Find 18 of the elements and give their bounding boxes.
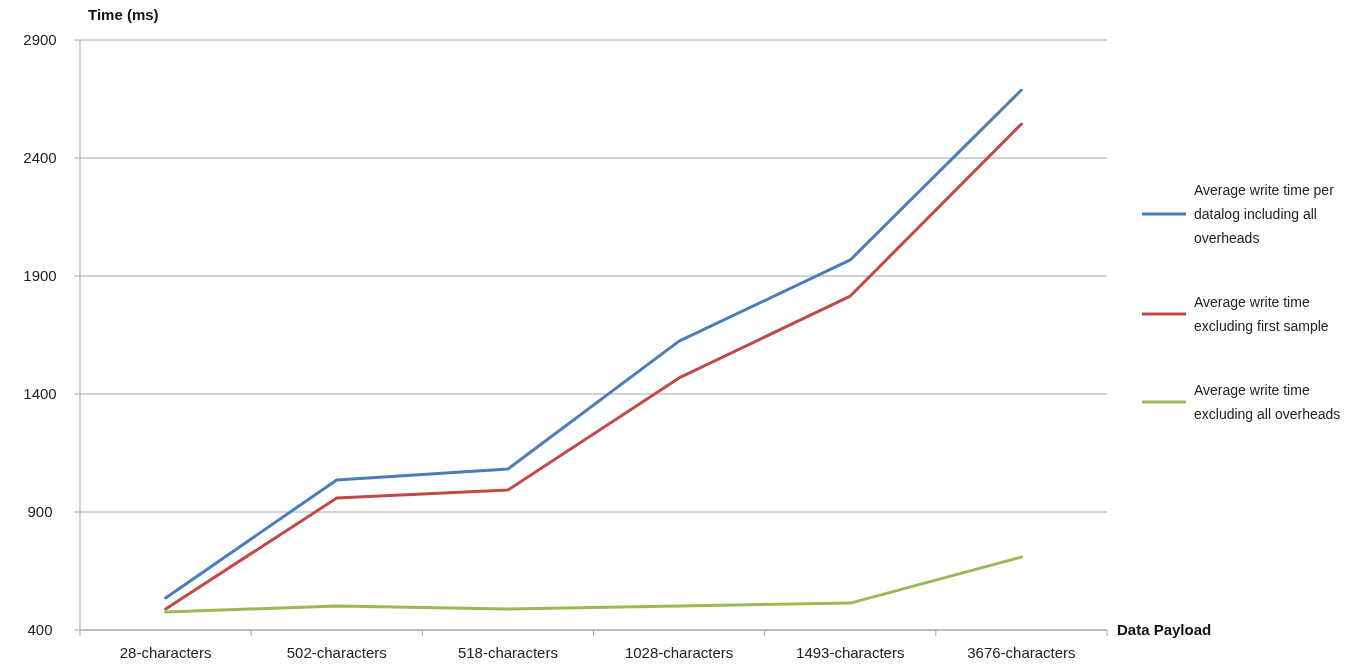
x-axis-title: Data Payload: [1117, 621, 1212, 639]
x-tick-label: 28-characters: [119, 644, 212, 661]
y-tick-label: 400: [27, 621, 53, 639]
legend-label: Average write time per datalog including all overheads: [1194, 181, 1335, 246]
y-tick-label: 1400: [23, 385, 57, 403]
x-tick-label: 518-characters: [457, 644, 558, 661]
x-tick-label: 502-characters: [286, 644, 387, 661]
line-series: [164, 555, 1023, 614]
x-tick-label: 1028-characters: [624, 644, 734, 661]
y-tick-label: 2900: [23, 31, 57, 49]
legend-label: Average write time excluding first sample: [1194, 293, 1329, 334]
y-axis-title: Time (ms): [88, 6, 159, 23]
x-tick-label: 3676-characters: [967, 644, 1076, 661]
legend-label: Average write time excluding all overheads: [1194, 381, 1341, 422]
y-tick-label: 2400: [23, 149, 57, 167]
y-tick-label: 900: [27, 503, 53, 521]
x-tick-label: 1493-characters: [796, 644, 905, 661]
y-tick-label: 1900: [23, 267, 57, 285]
